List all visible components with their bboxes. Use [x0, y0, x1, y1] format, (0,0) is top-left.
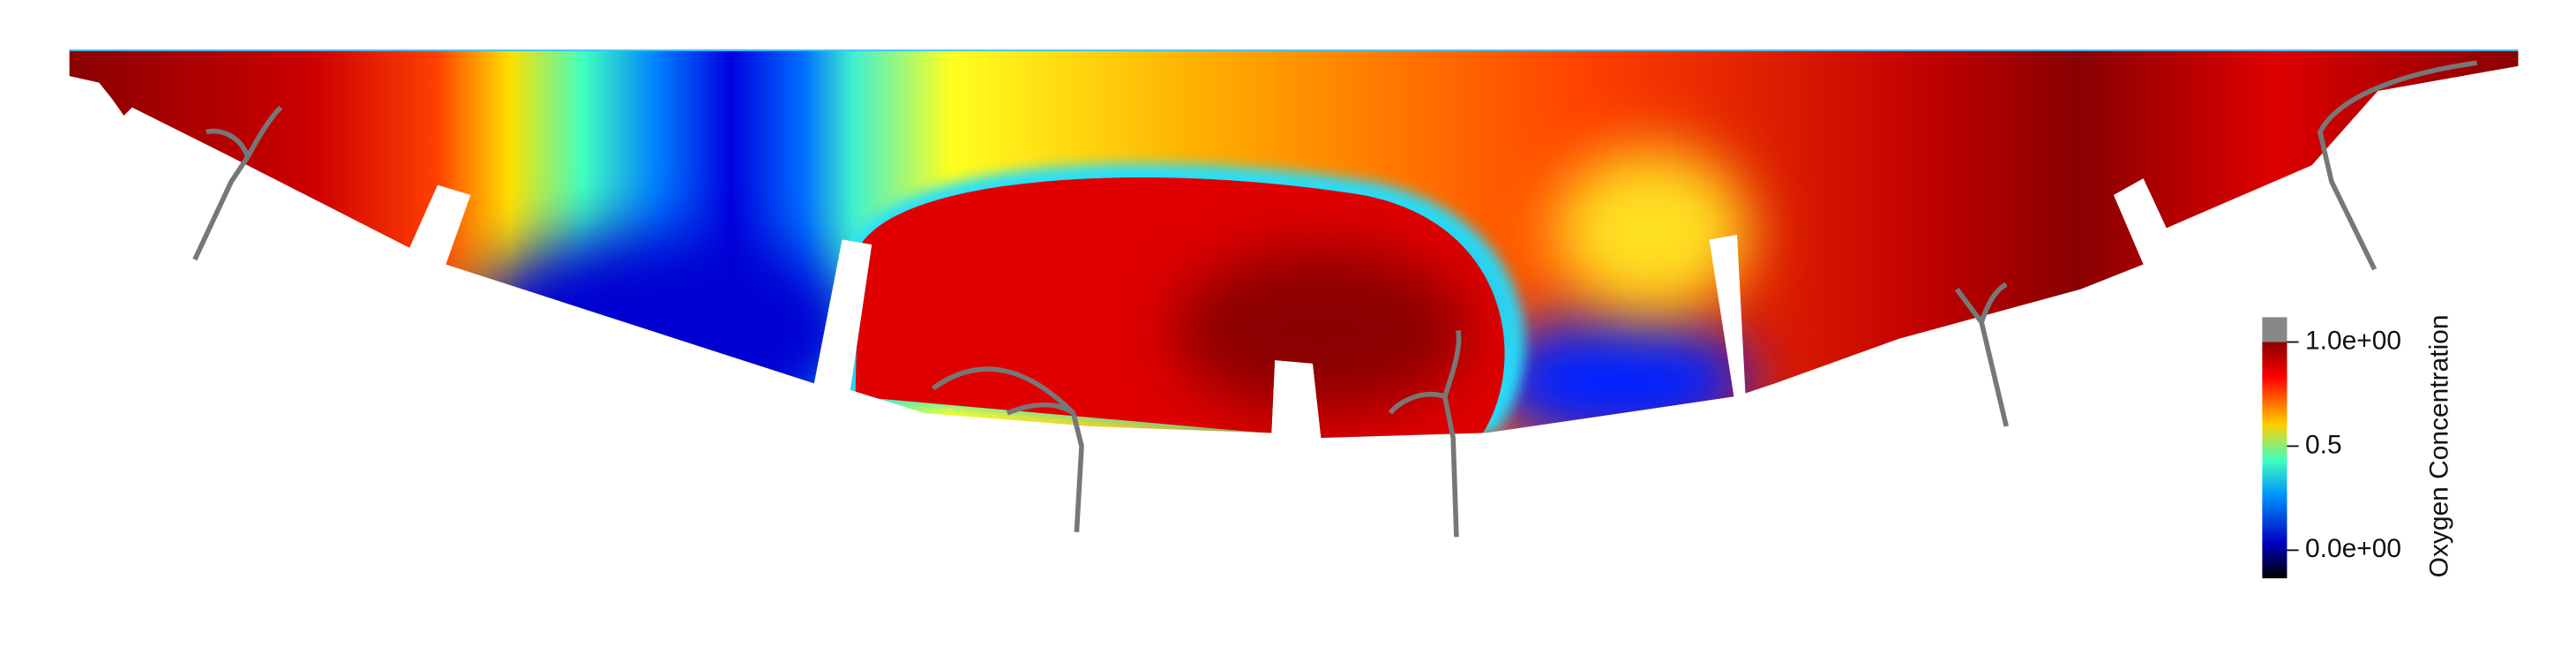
colorbar-tick-label: 0.0e+00	[2305, 534, 2401, 563]
colorbar: Oxygen Concentration	[2262, 314, 2453, 579]
concentration-field	[69, 49, 2519, 439]
colorbar-above-range	[2262, 317, 2288, 343]
colorbar-title: Oxygen Concentration	[2424, 314, 2453, 577]
colorbar-tick-label: 1.0e+00	[2305, 326, 2401, 355]
colorbar-gradient	[2262, 342, 2288, 579]
colorbar-tick-label: 0.5	[2305, 430, 2342, 459]
injectors	[192, 60, 2478, 538]
